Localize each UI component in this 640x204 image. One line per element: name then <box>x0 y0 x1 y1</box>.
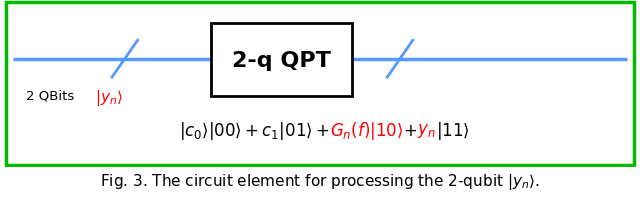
Text: $|c_0\rangle|00\rangle + c_1|01\rangle + $: $|c_0\rangle|00\rangle + c_1|01\rangle +… <box>179 120 330 141</box>
FancyBboxPatch shape <box>6 3 634 166</box>
Text: Fig. 3. The circuit element for processing the 2-qubit $|y_n\rangle$.: Fig. 3. The circuit element for processi… <box>100 172 540 192</box>
Text: 2 QBits: 2 QBits <box>26 89 74 102</box>
FancyBboxPatch shape <box>211 23 352 97</box>
Text: 2-q QPT: 2-q QPT <box>232 50 331 70</box>
Text: $|y_n\rangle$: $|y_n\rangle$ <box>95 88 123 108</box>
Text: $ + $: $ + $ <box>403 122 417 140</box>
Text: $|11\rangle$: $|11\rangle$ <box>436 120 470 141</box>
Text: $y_n$: $y_n$ <box>417 122 436 140</box>
Text: $G_n(f)|10\rangle$: $G_n(f)|10\rangle$ <box>330 120 403 141</box>
